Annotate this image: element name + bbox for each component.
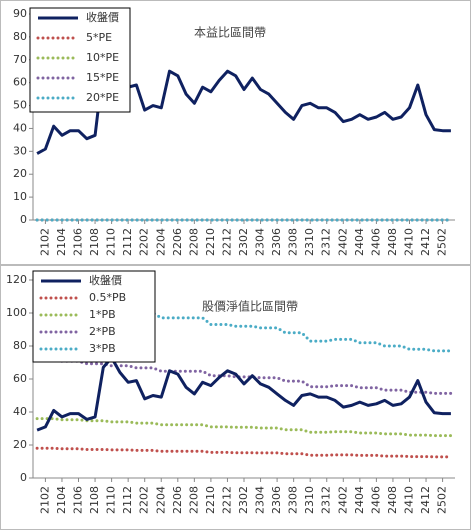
x-tick-label: 2112 bbox=[121, 486, 134, 514]
x-tick-label: 2406 bbox=[369, 228, 382, 256]
legend-label: 5*PE bbox=[86, 31, 112, 44]
x-tick-label: 2110 bbox=[105, 486, 118, 514]
y-tick-label: 50 bbox=[13, 99, 27, 112]
y-tick-label: 20 bbox=[13, 167, 27, 180]
y-tick-label: 60 bbox=[13, 76, 27, 89]
x-tick-label: 2408 bbox=[386, 486, 399, 514]
x-tick-label: 2312 bbox=[320, 228, 333, 256]
x-tick-label: 2210 bbox=[204, 228, 217, 256]
x-tick-label: 2410 bbox=[402, 486, 415, 514]
x-tick-label: 2404 bbox=[353, 486, 366, 514]
x-tick-label: 2112 bbox=[121, 228, 134, 256]
x-tick-label: 2410 bbox=[402, 228, 415, 256]
y-tick-label: 20 bbox=[13, 438, 27, 451]
legend-box bbox=[32, 270, 156, 363]
x-tick-label: 2102 bbox=[38, 228, 51, 256]
x-tick-label: 2310 bbox=[303, 228, 316, 256]
y-tick-label: 70 bbox=[13, 53, 27, 66]
legend-label: 10*PE bbox=[86, 51, 119, 64]
x-tick-label: 2106 bbox=[72, 228, 85, 256]
x-tick-label: 2302 bbox=[237, 228, 250, 256]
legend-label: 1*PB bbox=[89, 308, 116, 321]
x-tick-label: 2412 bbox=[419, 228, 432, 256]
y-tick-label: 60 bbox=[13, 372, 27, 385]
x-tick-label: 2202 bbox=[138, 486, 151, 514]
x-tick-label: 2212 bbox=[220, 228, 233, 256]
legend-label: 收盤價 bbox=[89, 273, 122, 287]
x-tick-label: 2202 bbox=[138, 228, 151, 256]
series-line bbox=[36, 356, 451, 432]
legend-label: 3*PB bbox=[89, 342, 116, 355]
y-tick-label: 0 bbox=[20, 471, 27, 484]
x-tick-label: 2304 bbox=[254, 486, 267, 514]
legend-label: 15*PE bbox=[86, 71, 119, 84]
y-tick-label: 80 bbox=[13, 30, 27, 43]
x-tick-label: 2208 bbox=[187, 486, 200, 514]
x-tick-label: 2406 bbox=[369, 486, 382, 514]
x-tick-label: 2110 bbox=[105, 228, 118, 256]
x-tick-label: 2102 bbox=[38, 486, 51, 514]
y-tick-label: 80 bbox=[13, 339, 27, 352]
legend-label: 2*PB bbox=[89, 325, 116, 338]
x-tick-label: 2306 bbox=[270, 228, 283, 256]
y-tick-label: 40 bbox=[13, 121, 27, 134]
y-tick-label: 100 bbox=[6, 306, 27, 319]
x-tick-label: 2210 bbox=[204, 486, 217, 514]
y-tick-label: 90 bbox=[13, 7, 27, 20]
x-tick-label: 2206 bbox=[171, 486, 184, 514]
x-tick-label: 2304 bbox=[254, 228, 267, 256]
x-tick-label: 2212 bbox=[220, 486, 233, 514]
legend-label: 20*PE bbox=[86, 91, 119, 104]
legend-label: 0.5*PB bbox=[89, 291, 126, 304]
y-tick-label: 120 bbox=[6, 273, 27, 286]
chart-title: 股價淨值比區間帶 bbox=[202, 299, 298, 314]
x-tick-label: 2308 bbox=[287, 228, 300, 256]
x-tick-label: 2402 bbox=[336, 228, 349, 256]
x-tick-label: 2308 bbox=[287, 486, 300, 514]
x-tick-label: 2204 bbox=[154, 228, 167, 256]
y-tick-label: 0 bbox=[20, 213, 27, 226]
x-tick-label: 2108 bbox=[88, 486, 101, 514]
x-tick-label: 2306 bbox=[270, 486, 283, 514]
x-tick-label: 2312 bbox=[320, 486, 333, 514]
chart-title: 本益比區間帶 bbox=[194, 26, 266, 40]
x-tick-label: 2310 bbox=[303, 486, 316, 514]
x-tick-label: 2204 bbox=[154, 486, 167, 514]
series-line bbox=[35, 446, 453, 459]
legend-label: 收盤價 bbox=[86, 10, 119, 24]
x-tick-label: 2106 bbox=[72, 486, 85, 514]
y-tick-label: 10 bbox=[13, 190, 27, 203]
y-tick-label: 40 bbox=[13, 405, 27, 418]
x-tick-label: 2408 bbox=[386, 228, 399, 256]
x-tick-label: 2412 bbox=[419, 486, 432, 514]
x-tick-label: 2104 bbox=[55, 228, 68, 256]
x-tick-label: 2108 bbox=[88, 228, 101, 256]
legend-box bbox=[29, 7, 131, 113]
x-tick-label: 2206 bbox=[171, 228, 184, 256]
x-tick-label: 2302 bbox=[237, 486, 250, 514]
series-line bbox=[35, 417, 453, 438]
x-tick-label: 2208 bbox=[187, 228, 200, 256]
x-tick-label: 2104 bbox=[55, 486, 68, 514]
y-tick-label: 30 bbox=[13, 144, 27, 157]
x-tick-label: 2502 bbox=[436, 486, 449, 514]
x-tick-label: 2404 bbox=[353, 228, 366, 256]
x-tick-label: 2502 bbox=[436, 228, 449, 256]
x-tick-label: 2402 bbox=[336, 486, 349, 514]
